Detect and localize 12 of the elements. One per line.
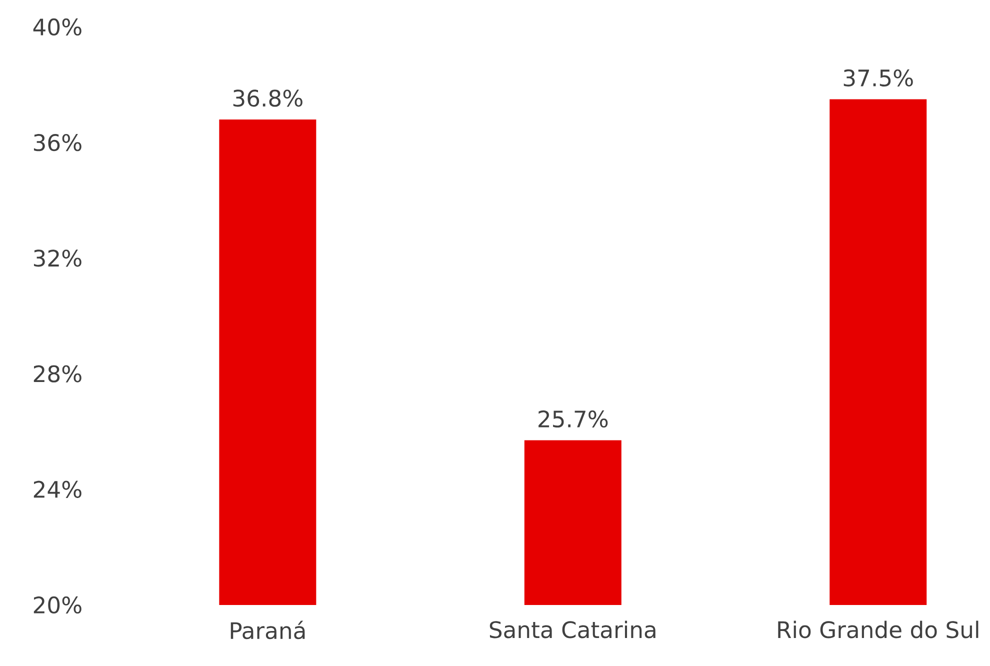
data-label: 36.8% <box>233 90 302 107</box>
y-tick-label: 36% <box>34 134 82 152</box>
data-label: 25.7% <box>538 410 608 428</box>
y-tick-label: 20% <box>34 596 82 614</box>
x-tick-label: Rio Grande do Sul <box>778 620 978 638</box>
y-tick-label: 40% <box>33 18 82 36</box>
data-label: 37.5% <box>844 69 913 87</box>
y-tick-label: 28% <box>34 365 82 382</box>
x-tick-label: Santa Catarina <box>490 620 656 638</box>
x-tick-label: Paraná <box>230 620 305 640</box>
y-tick-label: 24% <box>34 480 82 498</box>
y-tick-label: 32% <box>34 250 82 267</box>
